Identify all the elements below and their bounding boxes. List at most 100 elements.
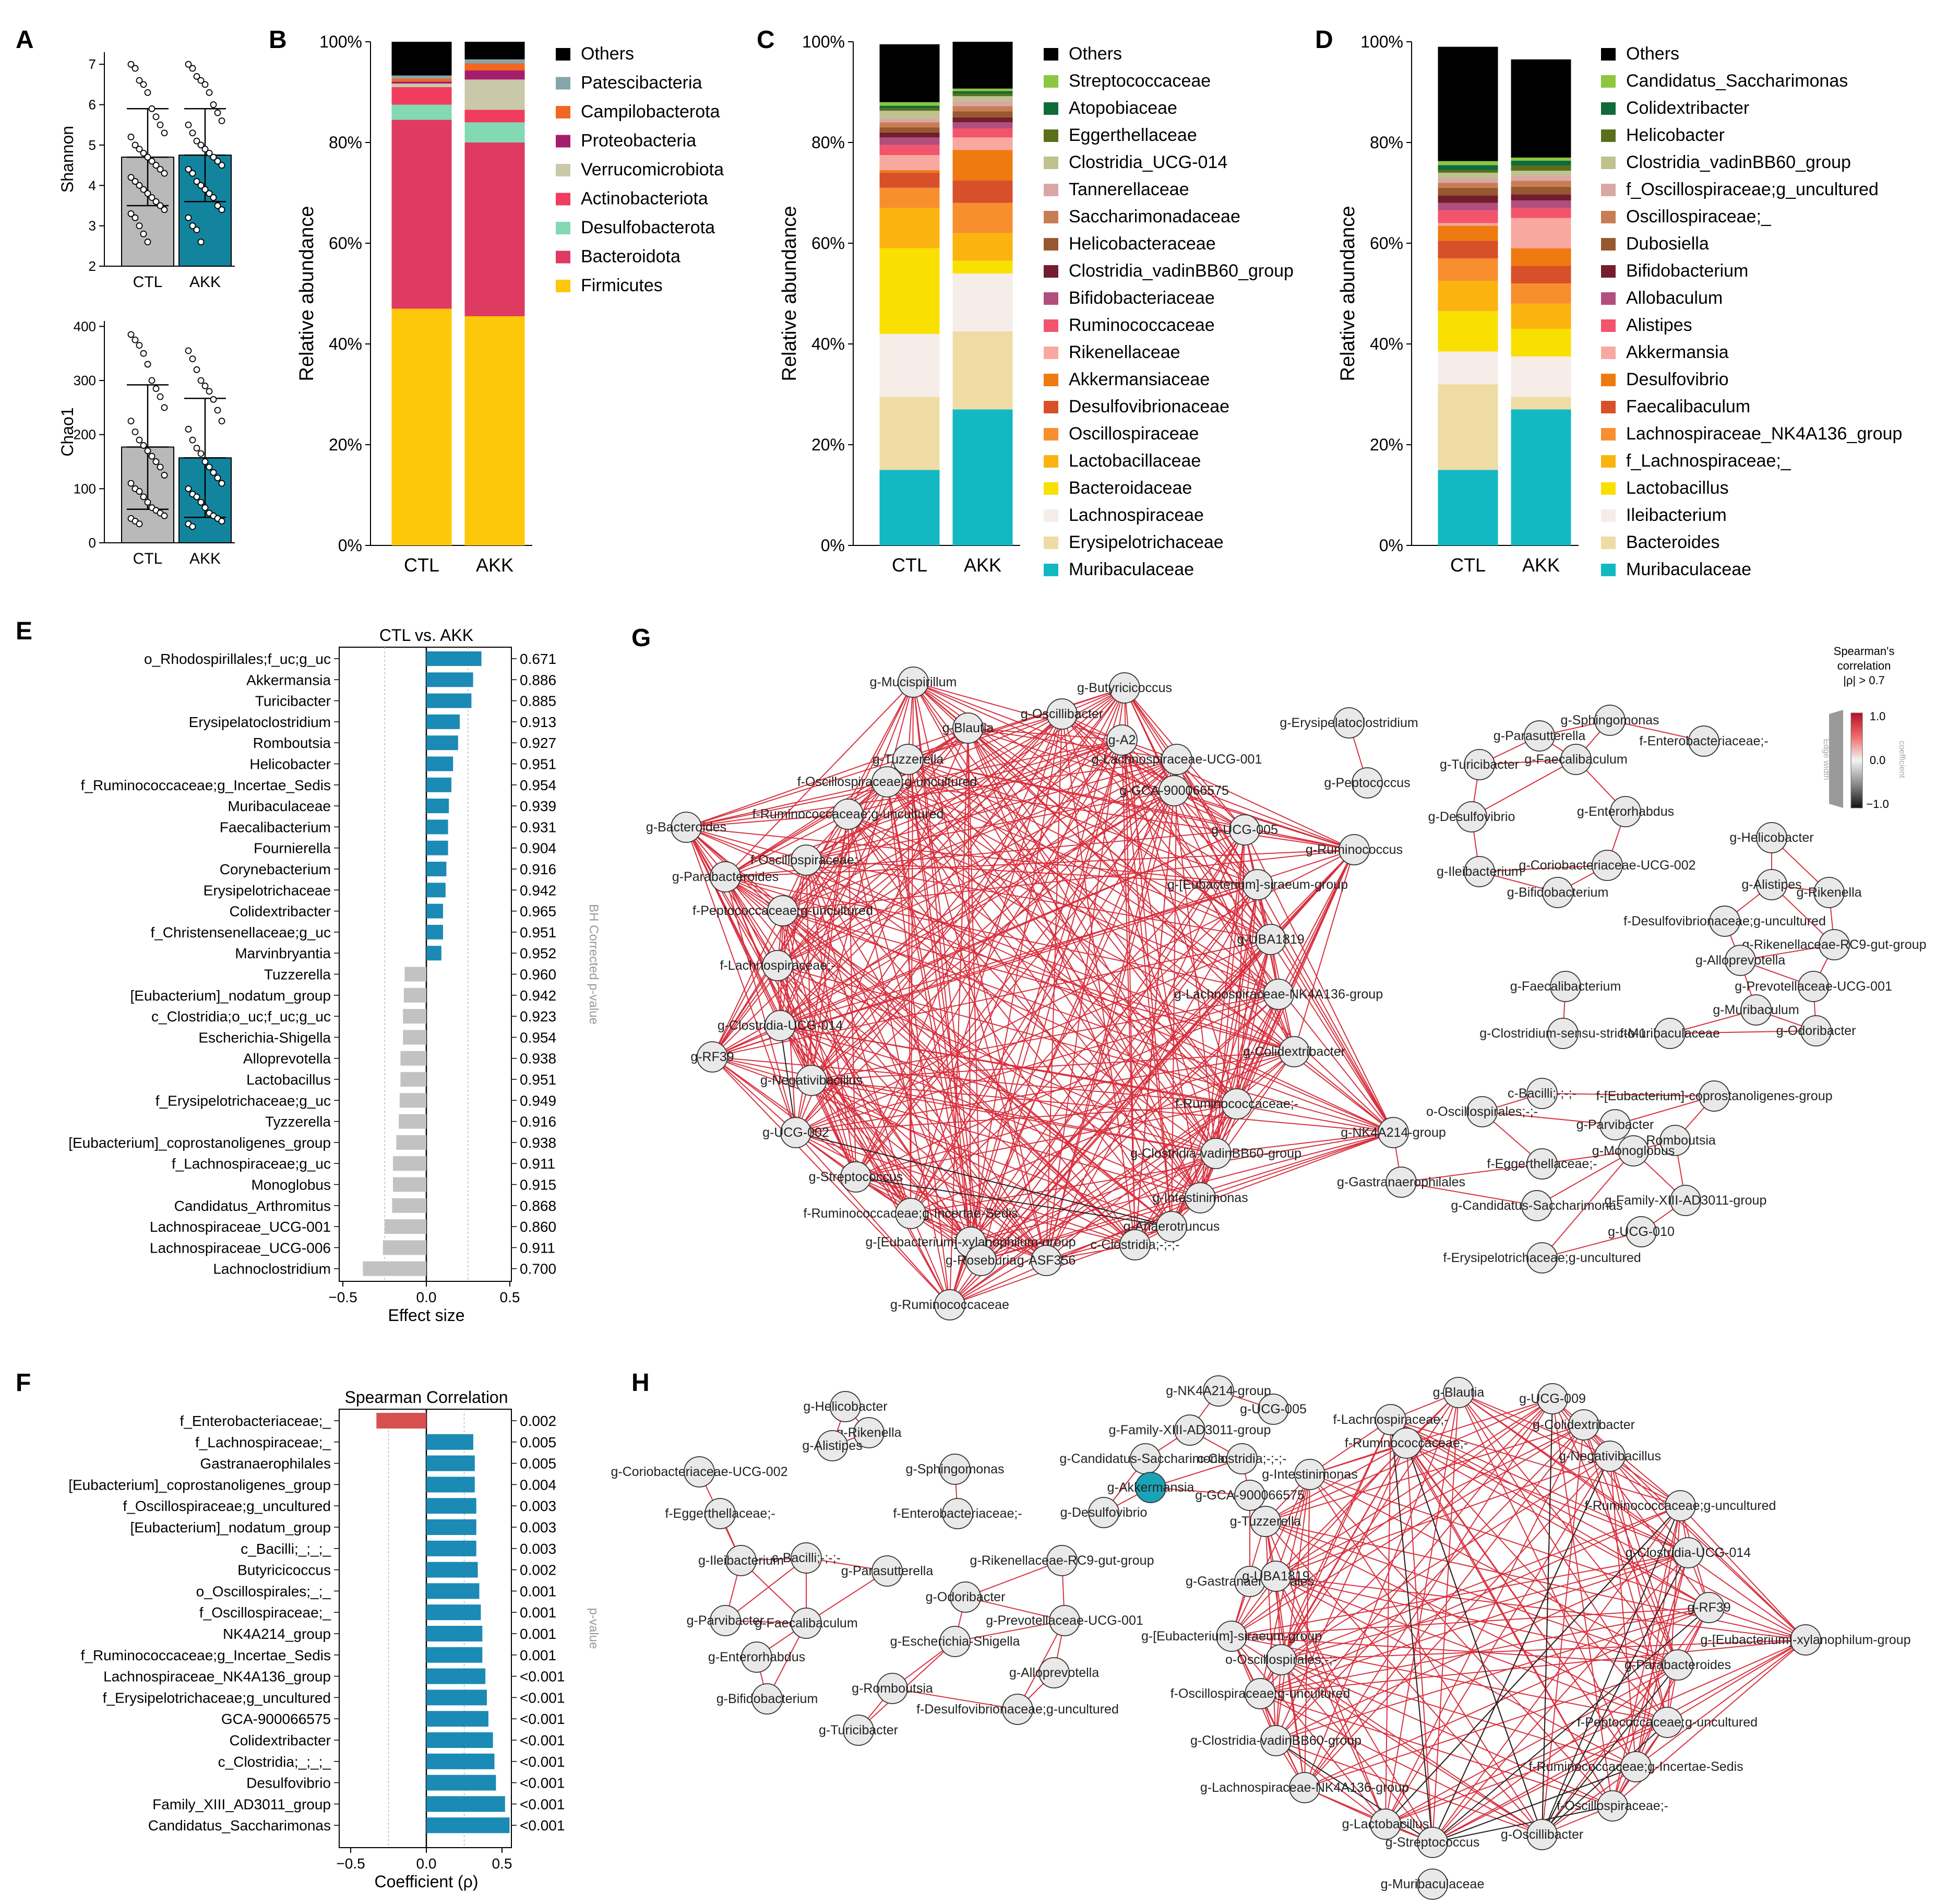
- node-g-ileibacterium: [1464, 856, 1495, 887]
- node-g-ucg-009: [1537, 1383, 1568, 1414]
- positive-edge: [686, 827, 1172, 1227]
- positive-edge: [1275, 1443, 1407, 1741]
- node-label-c-bacilli: c-Bacilli;-;-;-: [1508, 1086, 1576, 1101]
- negative-edge: [1432, 1805, 1613, 1843]
- segment-rikenellaceae: [879, 155, 940, 171]
- segment-bacteroidaceae: [952, 260, 1013, 273]
- p-value-erysipelatoclostridium: 0.913: [520, 714, 556, 730]
- y-tick-label: 0%: [338, 536, 362, 555]
- positive-edge: [981, 1103, 1237, 1261]
- bar-erysipelatoclostridium: [426, 714, 460, 729]
- y-axis-label: Relative abundance: [779, 206, 801, 382]
- node-g-intestinimonas: [1185, 1182, 1216, 1213]
- positive-edge: [1635, 1639, 1806, 1767]
- node-label-f-ruminococcaceae-g-uncultured: f-Ruminococcaceae;g-uncultured: [752, 807, 944, 822]
- segment-helicobacteraceae: [879, 127, 940, 133]
- category-label-f-erysipelotrichaceae-g-uc: f_Erysipelotrichaceae;g_uc: [156, 1092, 331, 1109]
- positive-edge: [887, 682, 914, 782]
- node-g-butyricicoccus: [1109, 672, 1140, 704]
- negative-edge: [1275, 1740, 1433, 1843]
- positive-edge: [725, 814, 849, 877]
- node-g-alistipes: [1756, 869, 1787, 900]
- segment-saccharimonadaceae: [952, 106, 1013, 112]
- data-point: [206, 388, 213, 395]
- node-f-oscillospiraceae-g-uncultured: [1245, 1678, 1276, 1709]
- data-point: [193, 73, 200, 80]
- positive-edge: [1231, 1552, 1689, 1637]
- positive-edge: [1406, 1443, 1689, 1553]
- p-value-lachnoclostridium: 0.700: [520, 1261, 556, 1277]
- legend-label-f-oscillospiraceae-g-uncultured: f_Oscillospiraceae;g_uncultured: [1626, 180, 1879, 199]
- legend-label-helicobacteraceae: Helicobacteraceae: [1069, 234, 1216, 254]
- segment-tannerellaceae: [952, 101, 1013, 106]
- bar-f-lachnospiraceae-g-uc: [393, 1156, 426, 1171]
- bar-romboutsia: [426, 735, 458, 751]
- bar-lachnospiraceae-ucg-001: [385, 1219, 426, 1234]
- legend-swatch-f-oscillospiraceae-g-uncultured: [1601, 184, 1616, 196]
- bar-desulfovibrio: [426, 1775, 496, 1791]
- node-label-f-oscillospiraceae: f-Oscillospiraceae;-: [1557, 1799, 1668, 1813]
- node-label-g-bacteroides: g-Bacteroides: [646, 820, 726, 835]
- edges: [686, 682, 1835, 1305]
- node-g-coriobacteriaceae-ucg-002: [1592, 850, 1623, 881]
- node-f-muribaculaceae: [1654, 1018, 1686, 1049]
- positive-edge: [887, 781, 1216, 1154]
- x-tick-label: −0.5: [336, 1855, 365, 1872]
- bar-eubacterium-coprostanoligenes-group: [426, 1477, 475, 1493]
- positive-edge: [887, 781, 982, 1261]
- data-point: [189, 222, 196, 230]
- node-g-alloprevotella: [1038, 1657, 1070, 1688]
- node-g-enterorhabdus: [1610, 796, 1641, 827]
- node-label-g-candidatus-saccharimonas: g-Candidatus-Saccharimonas: [1451, 1198, 1622, 1213]
- node-label-g-alistipes: g-Alistipes: [1741, 877, 1801, 892]
- legend-swatch-desulfovibrionaceae: [1044, 401, 1058, 413]
- data-point: [197, 182, 205, 189]
- positive-edge: [1257, 884, 1394, 1133]
- segment-clostridia-vadinbb60-group: [1438, 172, 1498, 178]
- data-point: [218, 117, 225, 124]
- positive-edge: [1390, 1419, 1681, 1506]
- segment-eggerthellaceae: [879, 108, 940, 111]
- positive-edge: [970, 939, 1271, 1243]
- bar-c-clostridia: [426, 1753, 495, 1769]
- edge-width-label: Edge width: [1822, 739, 1831, 780]
- colorbar-tick-min: −1.0: [1866, 798, 1889, 811]
- positive-edge: [907, 759, 911, 1214]
- data-point: [127, 331, 135, 338]
- node-label-f-muribaculaceae: f-Muribaculaceae: [1620, 1026, 1720, 1041]
- node-c-bacilli: [791, 1542, 822, 1574]
- node-f-ruminococcaceae-g-incertae-sedis: [1620, 1751, 1652, 1782]
- positive-edge: [782, 910, 812, 1081]
- node-g-rf39: [1693, 1592, 1725, 1623]
- bar-tyzzerella: [399, 1114, 426, 1129]
- positive-edge: [949, 1197, 1201, 1305]
- node-label-g-oscillibacter: g-Oscillibacter: [1021, 707, 1103, 721]
- data-point: [185, 165, 192, 173]
- node-g-family-xiii-ad3011-group: [1670, 1185, 1701, 1216]
- legend-label-campilobacterota: Campilobacterota: [581, 102, 720, 122]
- node-g-lactobacillus: [1370, 1808, 1401, 1840]
- positive-edge: [725, 781, 888, 877]
- category-label-akkermansia: Akkermansia: [246, 672, 331, 688]
- positive-edge: [777, 790, 1175, 966]
- node-g-gca-900066575: [1234, 1480, 1265, 1511]
- positive-edge: [782, 910, 1172, 1227]
- node-label-g-asf356: g-ASF356: [1017, 1253, 1076, 1268]
- positive-edge: [970, 1132, 1394, 1243]
- network-h: g-NK4A214-group g-UCG-005 g-Family-XIII-AD…: [611, 1375, 1910, 1900]
- segment-akkermansia: [1511, 218, 1571, 248]
- positive-edge: [1667, 1639, 1806, 1723]
- positive-edge: [1260, 1607, 1710, 1694]
- node-label-g-colidextribacter: g-Colidextribacter: [1243, 1044, 1345, 1059]
- coefficient-colorbar: [1850, 712, 1863, 808]
- p-value-colidextribacter: 0.965: [520, 903, 556, 920]
- legend-label-proteobacteria: Proteobacteria: [581, 131, 696, 151]
- x-tick-label-ctl: CTL: [133, 273, 163, 291]
- positive-edge: [725, 740, 1122, 877]
- legend-swatch-erysipelotrichaceae: [1044, 537, 1058, 549]
- node-label-g-bifidobacterium: g-Bifidobacterium: [716, 1692, 818, 1706]
- panel-letters: A B C D E F G H: [16, 26, 1333, 1397]
- positive-edge: [1275, 1456, 1610, 1577]
- positive-edge: [1278, 849, 1355, 995]
- panel-letter-f: F: [16, 1369, 31, 1397]
